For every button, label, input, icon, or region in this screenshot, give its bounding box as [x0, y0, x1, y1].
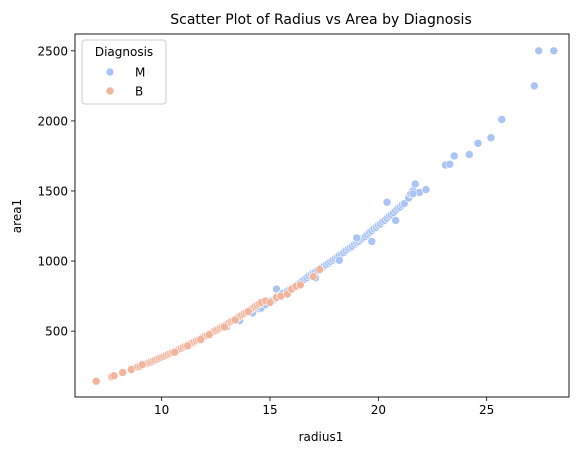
y-tick-label: 2000	[37, 114, 68, 128]
data-point-m	[408, 189, 418, 199]
y-tick-label: 1500	[37, 184, 68, 198]
y-tick-label: 2500	[37, 44, 68, 58]
x-tick-label: 25	[479, 403, 494, 417]
data-point-m	[382, 197, 392, 207]
legend-marker-m	[105, 67, 115, 77]
x-tick-label: 20	[371, 403, 386, 417]
x-tick-label: 10	[154, 403, 169, 417]
data-point-b	[220, 322, 229, 332]
x-tick-label: 15	[262, 403, 277, 417]
data-point-b	[183, 341, 192, 351]
data-point-m	[449, 151, 459, 161]
points-layer	[91, 46, 559, 386]
chart-title: Scatter Plot of Radius vs Area by Diagno…	[170, 12, 472, 28]
y-tick-label: 500	[45, 325, 68, 339]
data-point-b	[205, 330, 214, 339]
data-point-m	[391, 216, 401, 225]
data-point-m	[367, 237, 377, 246]
data-point-m	[352, 233, 362, 243]
data-point-m	[421, 185, 431, 194]
legend: Diagnosis M B	[81, 39, 167, 105]
data-point-b	[170, 347, 179, 357]
data-point-m	[529, 81, 539, 91]
x-axis-ticks: 10 15 20 25	[154, 397, 494, 417]
data-point-b	[91, 376, 101, 386]
data-point-b	[137, 360, 147, 370]
y-axis-label: area1	[10, 199, 24, 233]
data-point-m	[334, 255, 344, 265]
data-point-m	[445, 160, 455, 169]
data-point-b	[231, 315, 240, 325]
series-b	[91, 265, 325, 386]
legend-label-m: M	[135, 66, 145, 80]
data-point-m	[497, 115, 507, 124]
legend-label-b: B	[135, 85, 143, 99]
data-point-b	[265, 298, 275, 307]
data-point-m	[410, 179, 420, 189]
data-point-m	[486, 133, 496, 142]
data-point-b	[244, 307, 253, 316]
legend-box	[81, 39, 167, 105]
legend-title: Diagnosis	[95, 45, 153, 59]
y-axis-ticks: 500 1000 1500 2000 2500	[37, 44, 75, 339]
data-point-m	[534, 46, 544, 56]
data-point-b	[295, 280, 305, 290]
plot-frame	[74, 33, 570, 398]
data-point-m	[473, 139, 483, 148]
data-point-b	[118, 368, 127, 377]
data-point-b	[315, 265, 325, 274]
data-point-b	[308, 272, 318, 281]
data-point-m	[464, 150, 474, 159]
legend-marker-b	[105, 86, 115, 96]
data-point-b	[196, 335, 205, 344]
data-point-m	[399, 199, 409, 208]
data-point-b	[109, 371, 119, 381]
data-point-m	[549, 46, 559, 56]
y-tick-label: 1000	[37, 255, 68, 269]
x-axis-label: radius1	[299, 430, 344, 444]
